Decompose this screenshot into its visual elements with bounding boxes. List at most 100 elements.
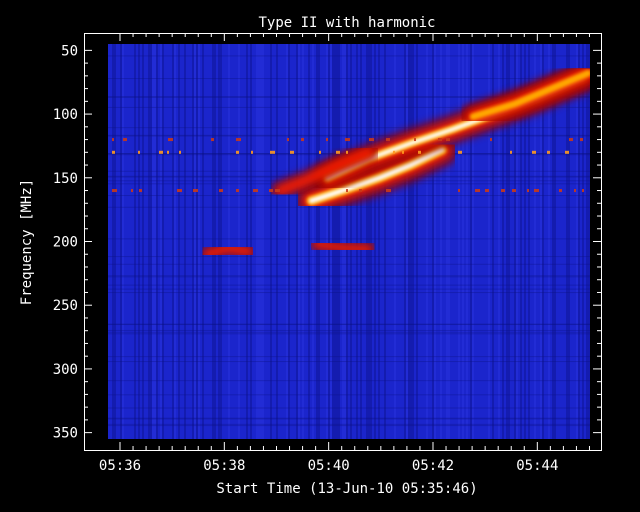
noise-streak bbox=[182, 44, 184, 439]
noise-streak bbox=[444, 44, 446, 439]
noise-streak bbox=[372, 44, 374, 439]
noise-streak bbox=[514, 44, 516, 439]
interference-mark bbox=[112, 150, 115, 154]
noise-streak bbox=[258, 44, 260, 439]
noise-streak bbox=[460, 44, 462, 439]
noise-streak bbox=[292, 44, 294, 439]
noise-streak bbox=[184, 44, 186, 439]
noise-streak bbox=[586, 44, 588, 439]
noise-streak bbox=[456, 44, 458, 439]
interference-mark bbox=[574, 189, 576, 193]
noise-streak bbox=[254, 44, 256, 439]
noise-streak bbox=[218, 44, 220, 439]
noise-streak bbox=[206, 44, 208, 439]
noise-streak bbox=[498, 44, 500, 439]
noise-streak bbox=[270, 44, 272, 439]
noise-streak bbox=[262, 44, 264, 439]
noise-row bbox=[108, 380, 590, 382]
interference-mark bbox=[569, 138, 573, 142]
interference-mark bbox=[139, 189, 142, 193]
x-tick-label: 05:40 bbox=[308, 458, 350, 474]
noise-row bbox=[108, 324, 590, 326]
x-tick-label: 05:42 bbox=[412, 458, 454, 474]
noise-row bbox=[108, 417, 590, 419]
noise-streak bbox=[160, 44, 162, 439]
interference-mark bbox=[485, 189, 489, 193]
noise-streak bbox=[388, 44, 390, 439]
interference-mark bbox=[582, 189, 584, 193]
noise-streak bbox=[486, 44, 488, 439]
noise-streak bbox=[306, 44, 308, 439]
interference-mark bbox=[475, 189, 480, 193]
chart-title: Type II with harmonic bbox=[258, 15, 435, 31]
noise-streak bbox=[538, 44, 540, 439]
noise-streak bbox=[462, 44, 464, 439]
noise-streak bbox=[152, 44, 154, 439]
noise-streak bbox=[264, 44, 266, 439]
noise-streak bbox=[146, 44, 148, 439]
x-axis-label: Start Time (13-Jun-10 05:35:46) bbox=[216, 481, 477, 497]
noise-streak bbox=[540, 44, 542, 439]
noise-streak bbox=[438, 44, 440, 439]
noise-streak bbox=[250, 44, 252, 439]
interference-mark bbox=[402, 150, 404, 154]
interference-mark bbox=[287, 138, 289, 142]
noise-streak bbox=[508, 44, 510, 439]
noise-streak bbox=[208, 44, 210, 439]
noise-streak bbox=[142, 44, 144, 439]
interference-mark bbox=[131, 189, 133, 193]
noise-row bbox=[108, 288, 590, 290]
interference-mark bbox=[501, 189, 505, 193]
noise-streak bbox=[280, 44, 282, 439]
burst-stroke bbox=[312, 240, 373, 253]
noise-streak bbox=[580, 44, 582, 439]
interference-mark bbox=[446, 138, 450, 142]
noise-streak bbox=[174, 44, 176, 439]
noise-streak bbox=[256, 44, 258, 439]
noise-streak bbox=[212, 44, 214, 439]
noise-row bbox=[108, 96, 590, 98]
noise-streak bbox=[244, 44, 246, 439]
noise-streak bbox=[472, 44, 474, 439]
noise-streak bbox=[194, 44, 196, 439]
noise-streak bbox=[284, 44, 286, 439]
noise-streak bbox=[520, 44, 522, 439]
noise-streak bbox=[500, 44, 502, 439]
noise-row bbox=[108, 206, 590, 208]
noise-texture bbox=[108, 44, 590, 439]
noise-streak bbox=[416, 44, 418, 439]
noise-row bbox=[108, 275, 590, 277]
noise-streak bbox=[242, 44, 244, 439]
noise-streak bbox=[272, 44, 274, 439]
noise-streak bbox=[422, 44, 424, 439]
noise-streak bbox=[558, 44, 560, 439]
noise-row bbox=[108, 423, 590, 425]
noise-streak bbox=[190, 44, 192, 439]
interference-mark bbox=[414, 138, 416, 142]
noise-streak bbox=[282, 44, 284, 439]
burst-stroke bbox=[202, 243, 254, 259]
noise-streak bbox=[162, 44, 164, 439]
noise-row bbox=[108, 361, 590, 363]
interference-lines bbox=[112, 138, 584, 193]
noise-streak bbox=[526, 44, 528, 439]
noise-row bbox=[108, 134, 590, 136]
burst-fundamental bbox=[294, 132, 459, 218]
noise-streak bbox=[452, 44, 454, 439]
burst-faint-band-2 bbox=[308, 236, 377, 257]
noise-streak bbox=[576, 44, 578, 439]
interference-mark bbox=[301, 138, 304, 142]
noise-row bbox=[108, 78, 590, 80]
noise-streak bbox=[504, 44, 506, 439]
noise-streak bbox=[420, 44, 422, 439]
noise-streak bbox=[484, 44, 486, 439]
noise-streak bbox=[474, 44, 476, 439]
interference-mark bbox=[219, 189, 223, 193]
noise-streak bbox=[172, 44, 174, 439]
noise-streak bbox=[382, 44, 384, 439]
noise-streak bbox=[408, 44, 410, 439]
interference-mark bbox=[177, 189, 182, 193]
noise-streak bbox=[216, 44, 218, 439]
interference-mark bbox=[565, 150, 569, 154]
interference-mark bbox=[179, 150, 181, 154]
